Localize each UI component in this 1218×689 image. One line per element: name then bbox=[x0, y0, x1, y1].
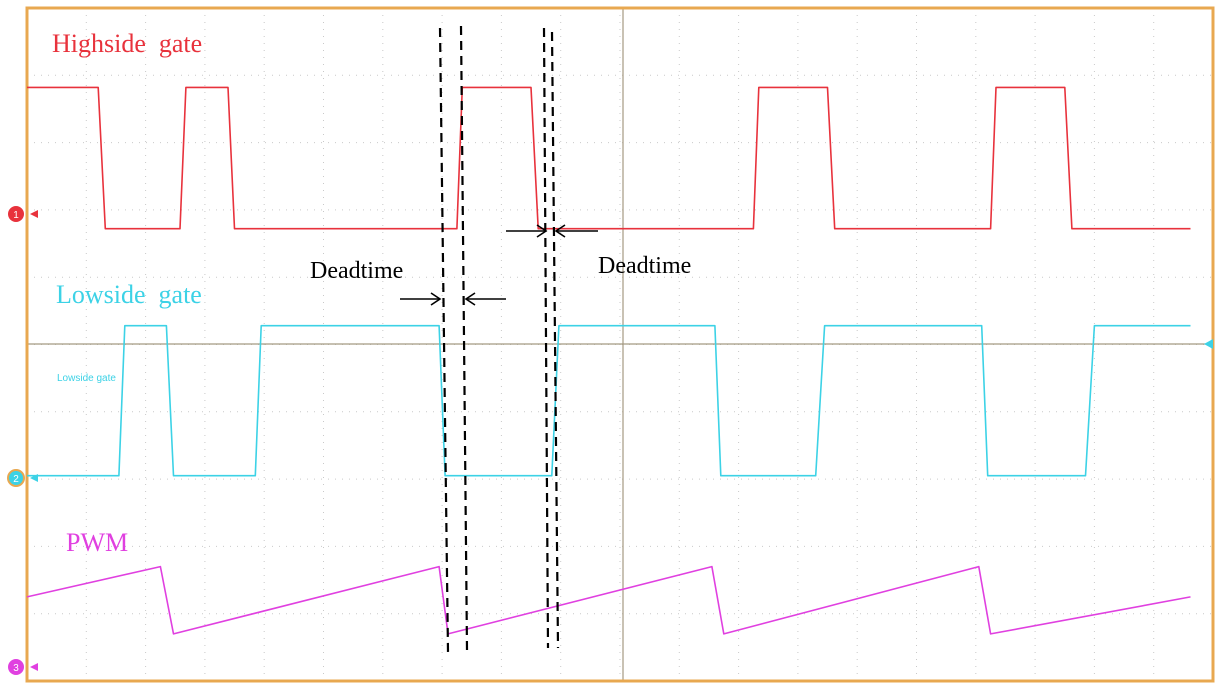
deadtime-arrowhead bbox=[536, 224, 548, 238]
deadtime-dashed-line bbox=[542, 27, 550, 649]
label-highside-gate: Highside gate bbox=[52, 29, 202, 58]
label-deadtime-right: Deadtime bbox=[598, 253, 691, 279]
trace-1 bbox=[27, 86, 1191, 230]
trigger-level-marker bbox=[1204, 339, 1213, 349]
label-deadtime-left: Deadtime bbox=[310, 258, 403, 284]
svg-text:2: 2 bbox=[13, 474, 19, 485]
deadtime-dashed-line bbox=[550, 31, 560, 649]
svg-text:1: 1 bbox=[13, 210, 19, 221]
grid bbox=[27, 8, 1213, 681]
deadtime-arrowhead bbox=[554, 224, 566, 238]
channel-3-marker: 3 bbox=[8, 659, 38, 675]
deadtime-markers bbox=[400, 25, 598, 653]
label-lowside-gate: Lowside gate bbox=[56, 280, 202, 309]
channel-1-marker: 1 bbox=[8, 206, 38, 222]
svg-text:3: 3 bbox=[13, 663, 19, 674]
label-pwm: PWM bbox=[66, 528, 128, 557]
deadtime-arrowhead bbox=[430, 292, 442, 306]
channel-2-small-label: Lowside gate bbox=[57, 373, 116, 384]
deadtime-arrowhead bbox=[464, 292, 476, 306]
channel-2-marker: 2 bbox=[7, 469, 38, 487]
trace-3 bbox=[26, 565, 1191, 635]
